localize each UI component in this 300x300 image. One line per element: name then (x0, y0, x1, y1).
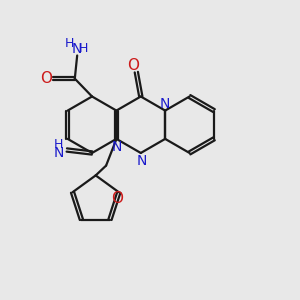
Text: O: O (128, 58, 140, 73)
Text: N: N (159, 97, 170, 111)
Text: H: H (79, 42, 88, 56)
Text: O: O (111, 191, 123, 206)
Text: N: N (112, 140, 122, 154)
Text: O: O (40, 70, 52, 86)
Text: H: H (54, 138, 63, 151)
Text: N: N (136, 154, 147, 168)
Text: N: N (53, 146, 64, 160)
Text: N: N (71, 42, 82, 56)
Text: H: H (64, 37, 74, 50)
